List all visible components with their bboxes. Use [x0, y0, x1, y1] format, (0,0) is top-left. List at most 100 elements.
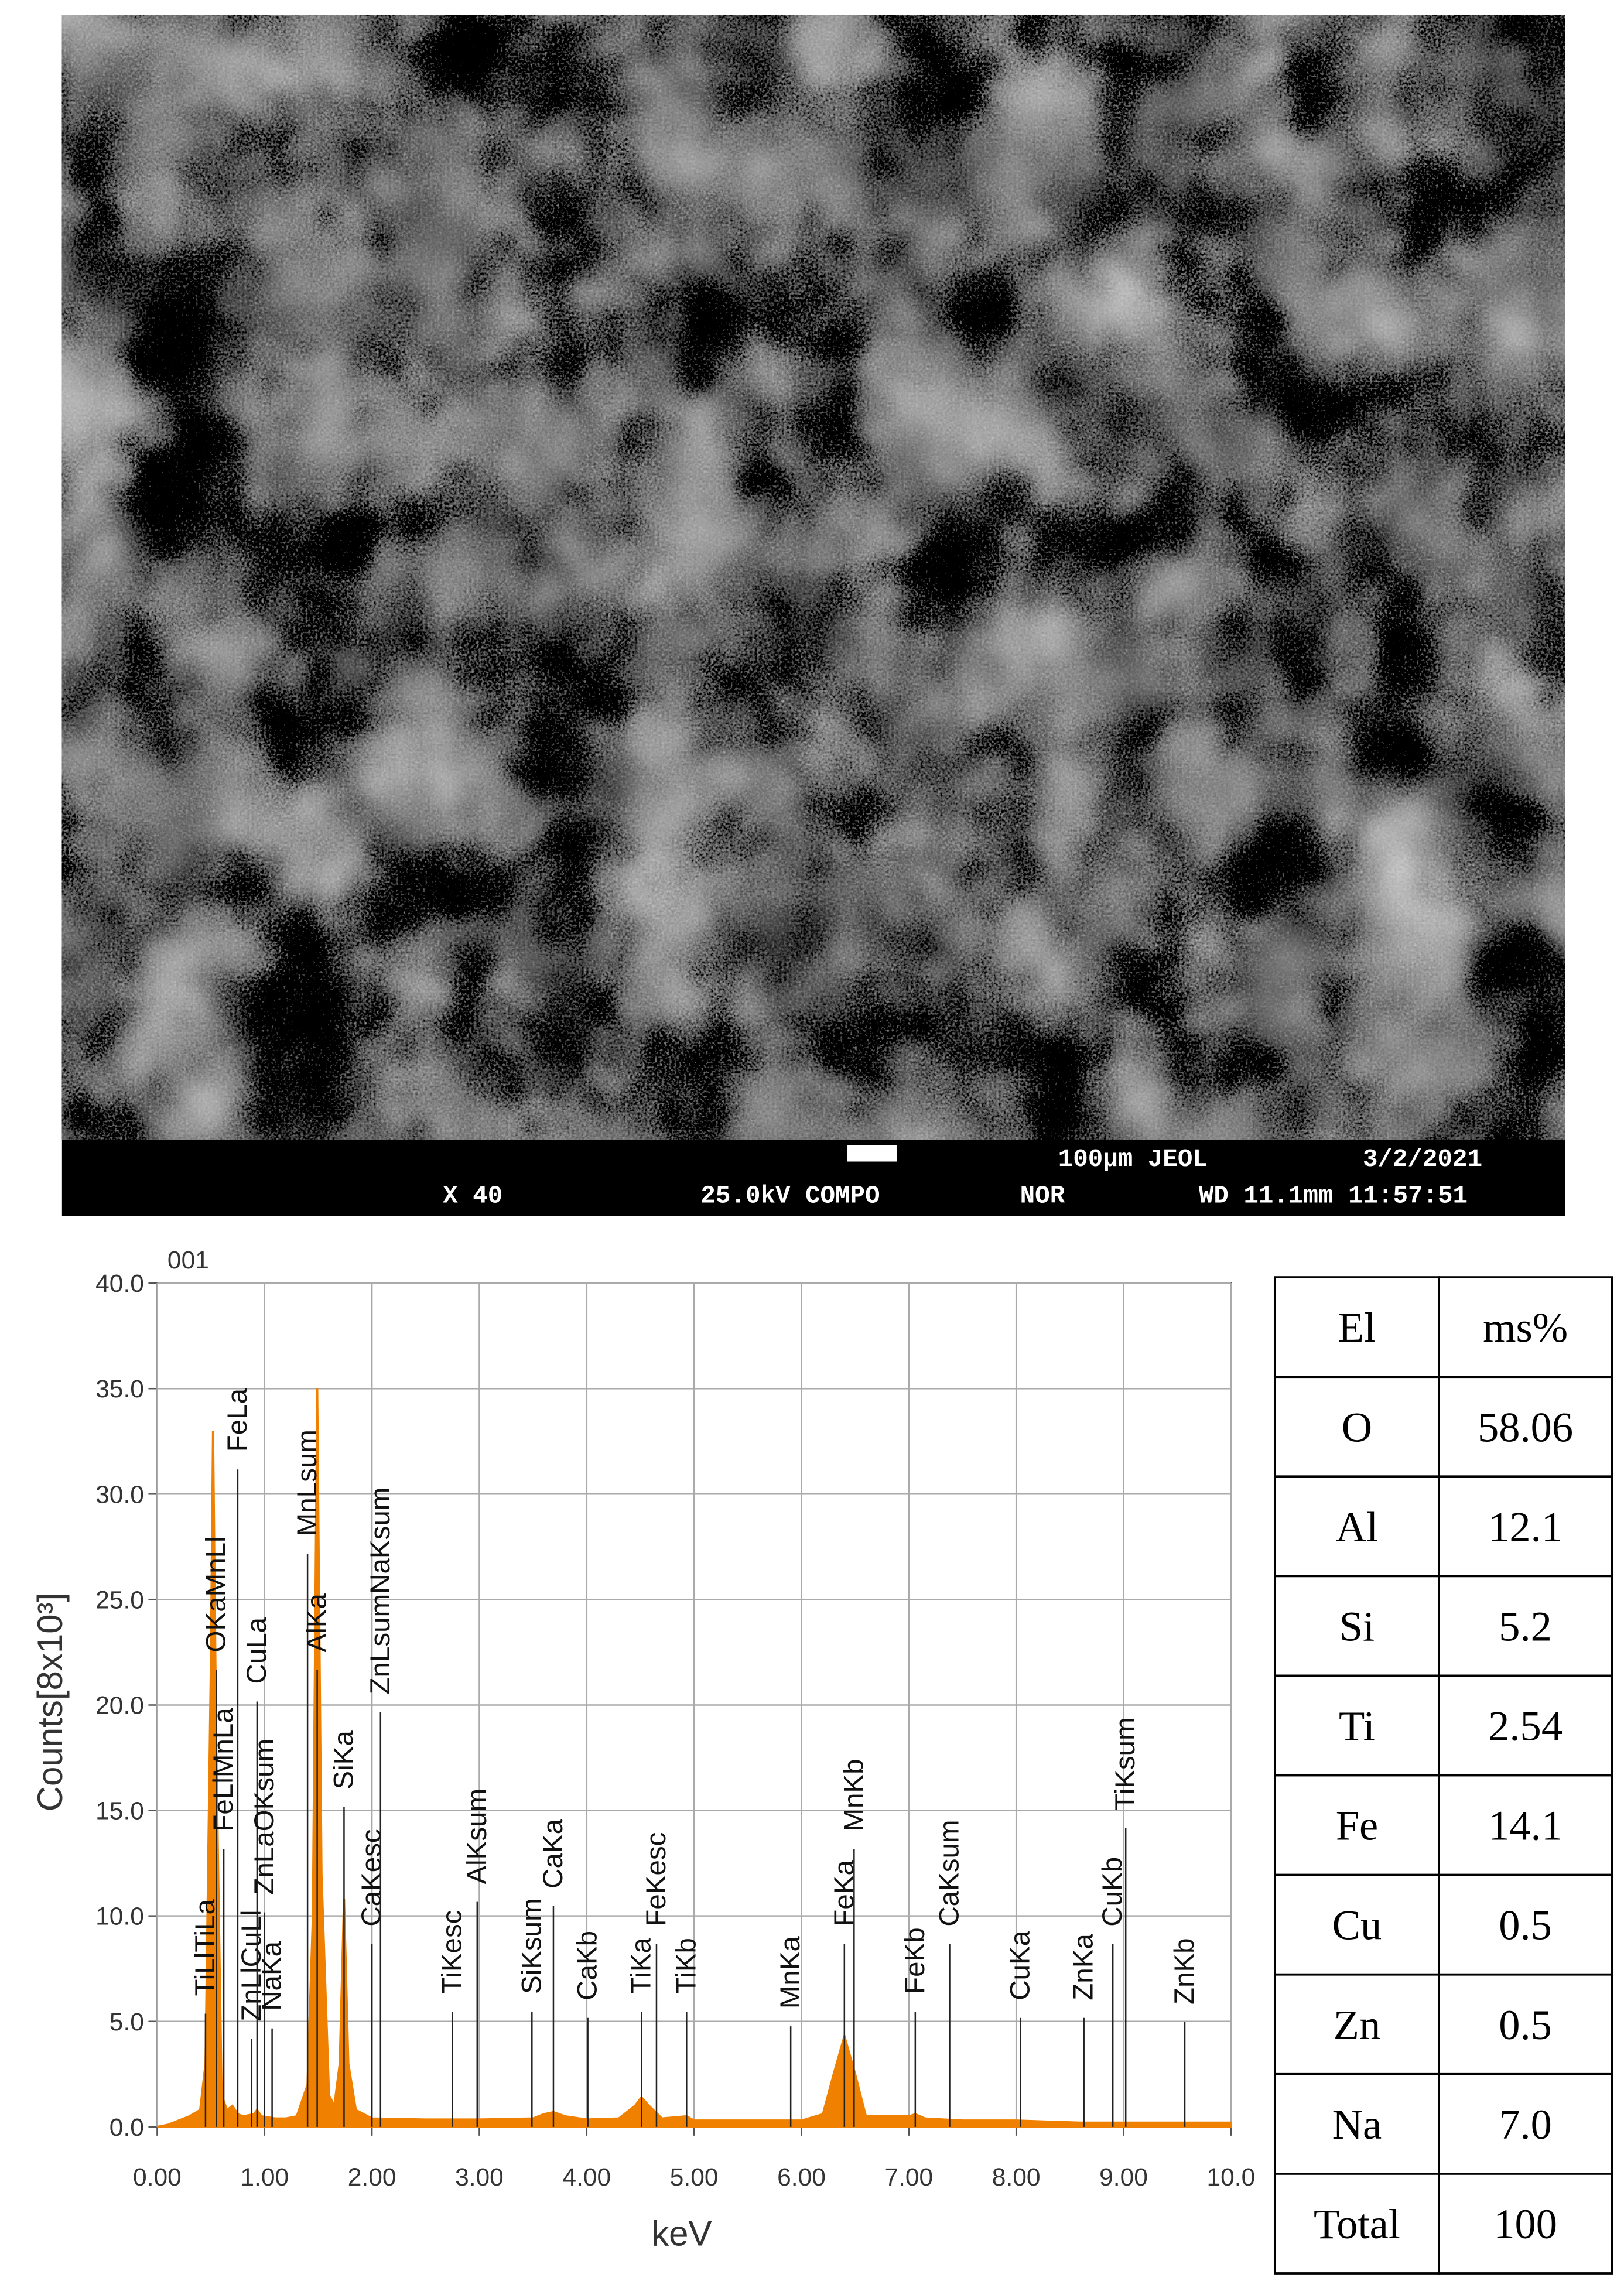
- date: 3/2/2021: [1363, 1145, 1482, 1174]
- table-text: Ti: [1339, 1702, 1375, 1750]
- table-cell: [1274, 1674, 1440, 1777]
- y-tick-label: 35.0: [95, 1376, 144, 1403]
- peak-label: CaKesc: [356, 1829, 387, 1926]
- peak-label: ZnKa: [1068, 1934, 1099, 2000]
- x-tick-label: 4.00: [562, 2164, 611, 2191]
- table-cell: [1274, 1575, 1440, 1677]
- peak-label: ZnLsumNaKsum: [365, 1487, 396, 1695]
- x-tick-label: 8.00: [992, 2164, 1041, 2191]
- table-text: 14.1: [1488, 1802, 1563, 1849]
- peak-label: SiKa: [328, 1730, 359, 1790]
- composition-table: El ms% O 58.06 Al 12.1 Si 5.2 Ti 2.54 Fe 14.1 Cu 0.5 Z…: [1274, 1276, 1613, 2275]
- peak-label: CaKb: [572, 1931, 603, 2000]
- table-text: Si: [1339, 1602, 1375, 1650]
- peak-label: CuKb: [1097, 1857, 1128, 1927]
- table-text: O: [1342, 1403, 1372, 1451]
- peak-label: TiKsum: [1110, 1717, 1141, 1810]
- table-text: 0.5: [1499, 1901, 1552, 1949]
- table-cell: [1438, 1575, 1613, 1677]
- table-text: El: [1338, 1304, 1376, 1351]
- x-tick-label: 0.00: [133, 2164, 182, 2191]
- peak-label: AlKa: [302, 1593, 333, 1653]
- table-cell: [1438, 1376, 1613, 1478]
- table-cell: [1438, 2072, 1613, 2175]
- x-tick-label: 3.00: [455, 2164, 504, 2191]
- peak-label: FeLlMnLa: [208, 1708, 239, 1832]
- peak-label: TiKa: [625, 1937, 657, 1994]
- peak-label: CaKa: [538, 1818, 569, 1888]
- peak-label: TiKb: [671, 1938, 702, 1994]
- y-tick-label: 25.0: [95, 1586, 144, 1614]
- peak-label: ZnKb: [1169, 1938, 1200, 2005]
- table-text: Total: [1314, 2200, 1400, 2248]
- table-cell: [1274, 1774, 1440, 1876]
- x-tick-label: 9.00: [1099, 2164, 1148, 2191]
- table-cell: [1438, 2173, 1613, 2275]
- table-text: Cu: [1332, 1901, 1382, 1949]
- peak-label: FeLa: [222, 1388, 253, 1452]
- x-tick-label: 6.00: [777, 2164, 826, 2191]
- table-cell: [1274, 2072, 1440, 2175]
- peak-label: SiKsum: [516, 1898, 547, 1994]
- table-cell: [1438, 1973, 1613, 2075]
- scale-bar: [847, 1145, 897, 1162]
- peak-label: ZnLaOKsum: [249, 1739, 280, 1895]
- table-cell: [1438, 1475, 1613, 1578]
- spectrum-area: [157, 1388, 1232, 2128]
- magnification: X 40: [443, 1182, 502, 1210]
- peak-label: CaKsum: [934, 1820, 965, 1926]
- peak-label: OKaMnLl: [200, 1536, 231, 1652]
- table-text: Al: [1336, 1503, 1379, 1550]
- table-cell: [1274, 1475, 1440, 1578]
- peak-label: AlKsum: [461, 1788, 493, 1885]
- peak-label: FeKesc: [641, 1832, 672, 1927]
- y-tick-label: 5.0: [110, 2009, 144, 2036]
- x-tick-label: 2.00: [348, 2164, 396, 2191]
- table-text: 0.5: [1499, 2001, 1552, 2048]
- y-tick-label: 40.0: [95, 1270, 144, 1298]
- table-text: Na: [1332, 2101, 1382, 2148]
- y-tick-label: 20.0: [95, 1692, 144, 1719]
- table-text: Zn: [1334, 2001, 1381, 2048]
- peak-label: CuKa: [1005, 1930, 1036, 2000]
- x-tick-label: 5.00: [670, 2164, 719, 2191]
- x-tick-label: 1.00: [240, 2164, 289, 2191]
- chart-title: 001: [167, 1247, 209, 1274]
- scale-label: 100μm JEOL: [1058, 1145, 1208, 1174]
- peak-label: ZnLlCuLl: [236, 1910, 267, 2022]
- table-cell: [1274, 1873, 1440, 1976]
- mode: NOR: [1020, 1182, 1065, 1210]
- sem-info-bar: [61, 1139, 1565, 1216]
- x-axis-label: keV: [651, 2214, 712, 2253]
- x-tick-label: 7.00: [884, 2164, 933, 2191]
- table-text: ms%: [1483, 1304, 1568, 1351]
- table-text: 7.0: [1499, 2101, 1552, 2148]
- y-axis-label: Counts[8x10³]: [30, 1593, 70, 1812]
- wd-time: WD 11.1mm 11:57:51: [1199, 1182, 1468, 1210]
- table-text: Fe: [1336, 1802, 1379, 1849]
- peak-label: MnLsum: [292, 1429, 323, 1536]
- peak-label: NaKa: [257, 1941, 288, 2010]
- voltage-mode: 25.0kV COMPO: [700, 1182, 880, 1210]
- y-tick-label: 10.0: [95, 1903, 144, 1931]
- table-text: 58.06: [1478, 1403, 1573, 1451]
- peak-label: FeKb: [900, 1927, 931, 1994]
- peak-label: CuLa: [241, 1617, 272, 1684]
- table-cell: [1438, 1873, 1613, 1976]
- y-tick-label: 0.0: [110, 2114, 144, 2142]
- peak-label: TiKesc: [437, 1910, 468, 1993]
- spectrum-chart: 0.0 5.0 10.0 15.0 20.0 25.0 30.0 35.0 40.0 0.00 1.…: [95, 1270, 1255, 2191]
- table-text: 12.1: [1488, 1503, 1563, 1550]
- table-text: 2.54: [1488, 1702, 1563, 1750]
- y-tick-label: 30.0: [95, 1481, 144, 1509]
- sem-texture: [61, 15, 1565, 1140]
- table-text: 100: [1493, 2200, 1557, 2248]
- table-cell: [1274, 2173, 1440, 2275]
- y-tick-label: 15.0: [95, 1798, 144, 1825]
- table-text: 5.2: [1499, 1602, 1552, 1650]
- peak-label: MnKb: [838, 1759, 869, 1831]
- peak-label: FeKa: [829, 1860, 860, 1927]
- x-tick-label: 10.0: [1206, 2164, 1255, 2191]
